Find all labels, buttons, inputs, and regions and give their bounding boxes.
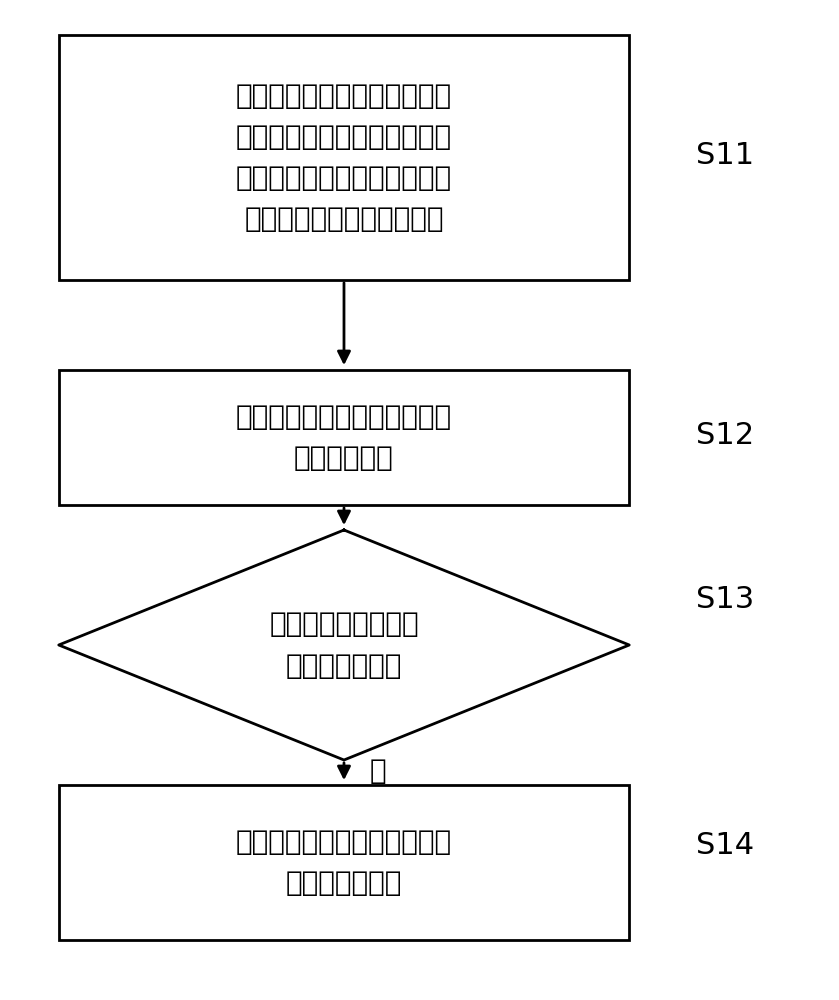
- Bar: [59, 35, 629, 280]
- Text: 判断累计的总尘量是
否达到目标尘量: 判断累计的总尘量是 否达到目标尘量: [269, 610, 419, 680]
- Text: S13: S13: [696, 585, 754, 614]
- Text: 发出提示信息，以提示用户灰
尘盒内达到尘满: 发出提示信息，以提示用户灰 尘盒内达到尘满: [236, 828, 452, 897]
- Text: S12: S12: [696, 420, 754, 450]
- Text: 实时根据检测的红外对管的工
作状态，采集计算出灰尘盒的
吸尘口处的灰尘尘量，红外对
管设置于灰尘盒的吸尘口处: 实时根据检测的红外对管的工 作状态，采集计算出灰尘盒的 吸尘口处的灰尘尘量，红外…: [236, 82, 452, 233]
- Polygon shape: [59, 530, 629, 760]
- Text: 积分累计所采集的灰尘尘量，
以得到总尘量: 积分累计所采集的灰尘尘量， 以得到总尘量: [236, 403, 452, 472]
- Bar: [59, 785, 629, 940]
- Text: S11: S11: [696, 140, 754, 169]
- Text: S14: S14: [696, 830, 754, 859]
- Bar: [59, 370, 629, 505]
- Text: 是: 是: [369, 757, 386, 785]
